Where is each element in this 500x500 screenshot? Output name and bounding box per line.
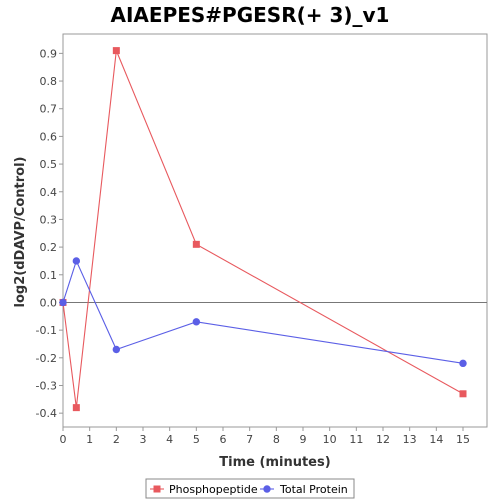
y-tick-label: 0.1 <box>40 269 58 282</box>
x-tick-label: 4 <box>166 433 173 446</box>
y-tick-label: 0.4 <box>40 186 58 199</box>
legend: Phosphopeptide Total Protein <box>145 478 355 499</box>
legend-label: Phosphopeptide <box>169 483 258 496</box>
y-tick-label: -0.1 <box>36 324 57 337</box>
y-tick-label: -0.3 <box>36 379 57 392</box>
series-layer <box>59 47 467 412</box>
x-axis-label: Time (minutes) <box>219 455 330 470</box>
y-tick-label: 0.3 <box>40 213 58 226</box>
chart-title: AIAEPES#PGESR(+ 3)_v1 <box>111 3 390 27</box>
data-point <box>192 318 201 326</box>
x-tick-label: 11 <box>349 433 363 446</box>
data-point <box>72 257 81 265</box>
x-tick-label: 9 <box>300 433 307 446</box>
legend-item: Total Protein <box>260 483 348 496</box>
data-point <box>459 390 467 398</box>
x-tick-label: 8 <box>273 433 280 446</box>
x-tick-label: 3 <box>140 433 147 446</box>
x-tick-label: 13 <box>403 433 417 446</box>
legend-swatch <box>263 485 271 493</box>
x-tick-label: 0 <box>60 433 67 446</box>
legend-label: Total Protein <box>279 483 348 496</box>
legend-box <box>145 478 355 499</box>
data-point <box>112 47 120 55</box>
data-point <box>72 404 80 412</box>
data-point <box>59 298 67 307</box>
y-tick-label: 0.6 <box>40 130 58 143</box>
y-tick-label: 0.9 <box>40 47 58 60</box>
x-tick-label: 7 <box>246 433 253 446</box>
y-tick-label: -0.4 <box>36 407 57 420</box>
x-tick-label: 10 <box>323 433 337 446</box>
y-tick-label: 0.2 <box>40 241 58 254</box>
y-tick-label: 0.5 <box>40 158 58 171</box>
y-tick-label: -0.2 <box>36 352 57 365</box>
x-tick-label: 5 <box>193 433 200 446</box>
y-axis-label: log2(dDAVP/Control) <box>13 157 28 308</box>
y-tick-label: 0.0 <box>40 296 58 309</box>
axis-ticks: 0 1 2 3 4 5 6 7 8 9 10 11 12 13 14 15-0.4-0.3-0.2-0.10.… <box>36 47 470 446</box>
y-tick-label: 0.8 <box>40 75 58 88</box>
x-tick-label: 2 <box>113 433 120 446</box>
data-point <box>192 240 200 248</box>
x-tick-label: 1 <box>86 433 93 446</box>
legend-item: Phosphopeptide <box>150 483 258 496</box>
legend-swatch <box>153 485 161 493</box>
x-tick-label: 15 <box>456 433 470 446</box>
y-tick-label: 0.7 <box>40 103 58 116</box>
x-tick-label: 6 <box>220 433 227 446</box>
plot-area <box>62 33 488 428</box>
data-point <box>112 345 121 354</box>
x-tick-label: 14 <box>429 433 443 446</box>
series-total-protein <box>59 257 467 368</box>
data-point <box>459 359 467 368</box>
x-tick-label: 12 <box>376 433 390 446</box>
